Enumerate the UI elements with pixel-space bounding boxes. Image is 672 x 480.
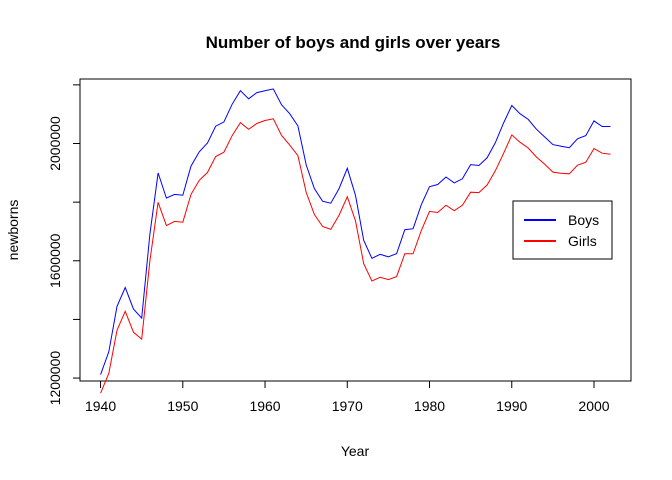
x-tick-label: 1990 xyxy=(496,398,527,414)
chart-title: Number of boys and girls over years xyxy=(206,33,501,52)
y-tick-label: 1600000 xyxy=(47,233,63,288)
legend: Boys Girls xyxy=(512,200,613,260)
x-tick-label: 1970 xyxy=(332,398,363,414)
x-tick-label: 2000 xyxy=(578,398,609,414)
x-axis-label: Year xyxy=(341,443,370,459)
x-axis: 1940 1950 1960 1970 1980 1990 2000 xyxy=(85,380,610,414)
series-line-boys xyxy=(100,88,611,375)
series-layer xyxy=(100,88,611,394)
legend-box xyxy=(512,200,613,260)
y-axis-label: newborns xyxy=(5,200,21,261)
legend-label-boys: Boys xyxy=(568,212,599,228)
x-tick-label: 1940 xyxy=(85,398,116,414)
legend-label-girls: Girls xyxy=(568,233,597,249)
series-line-girls xyxy=(100,118,611,394)
y-axis: 1200000 1600000 2000000 xyxy=(47,84,81,406)
x-tick-label: 1950 xyxy=(167,398,198,414)
y-tick-label: 2000000 xyxy=(47,116,63,171)
x-tick-label: 1980 xyxy=(414,398,445,414)
x-tick-label: 1960 xyxy=(249,398,280,414)
y-tick-label: 1200000 xyxy=(47,351,63,406)
